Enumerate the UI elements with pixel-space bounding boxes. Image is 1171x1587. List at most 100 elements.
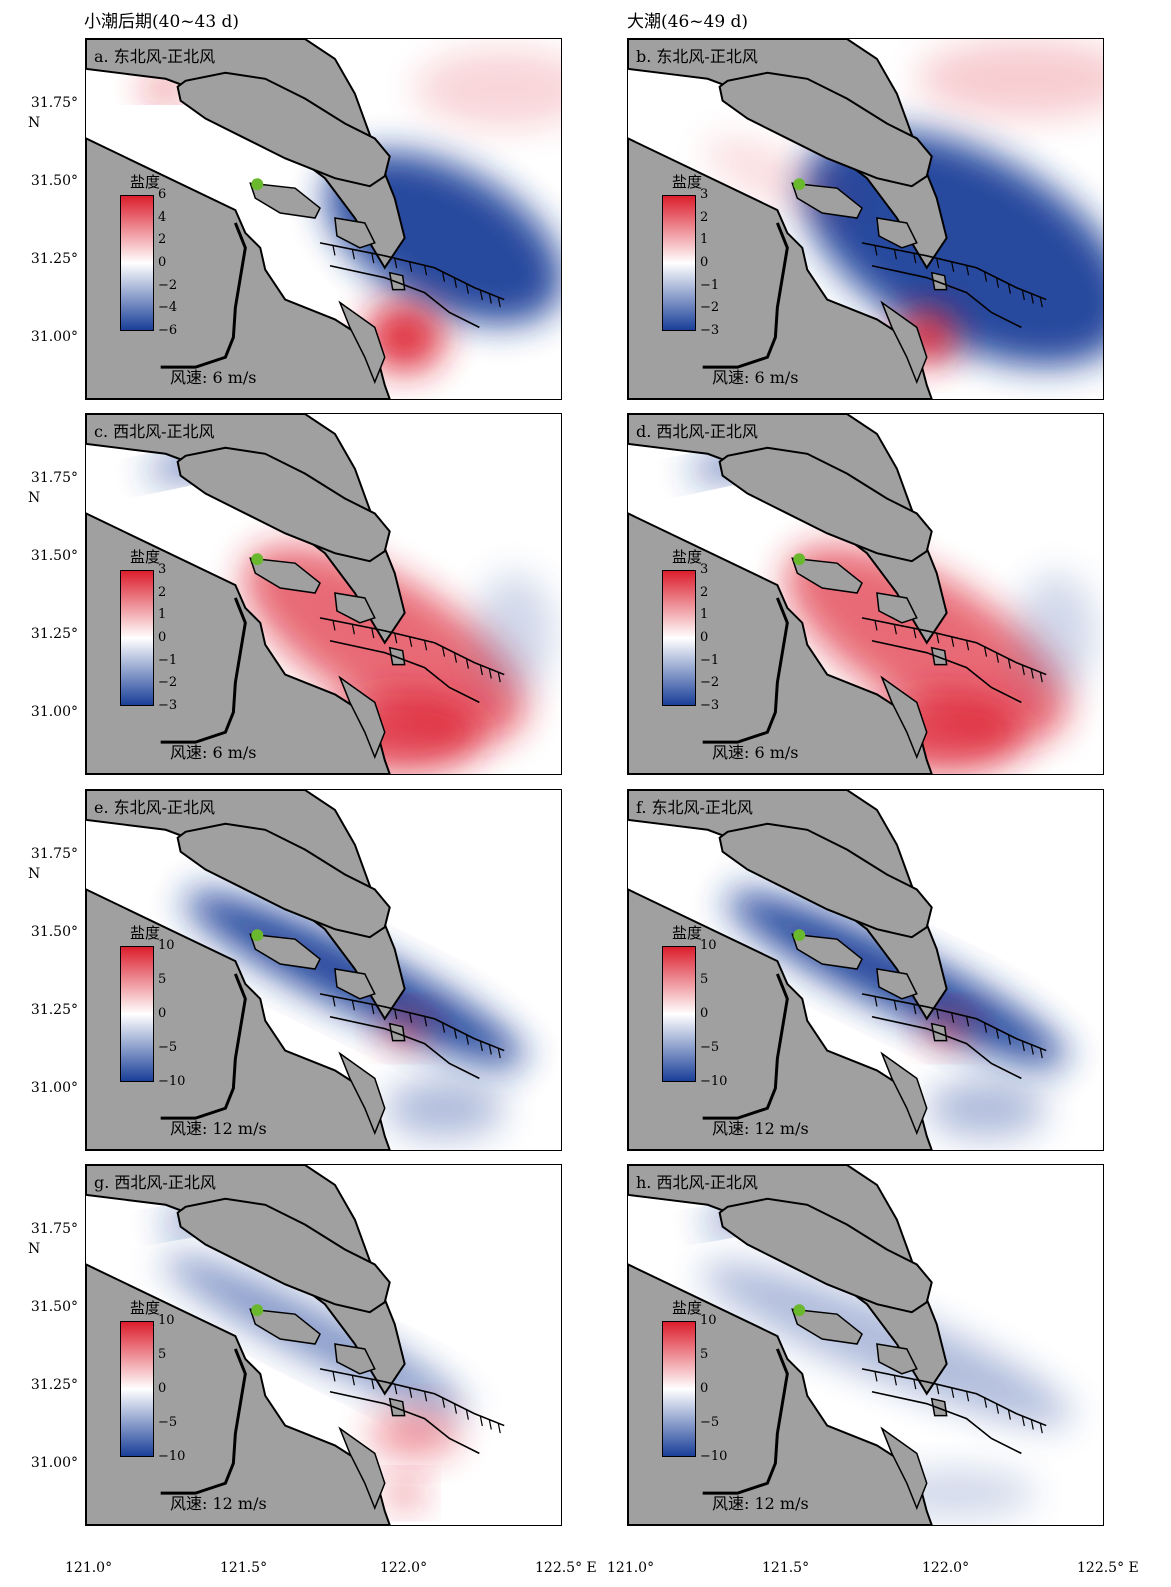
- colorbar-tick-label: −1: [700, 652, 720, 668]
- salinity-map: [628, 790, 1103, 1150]
- map-panel-c: c. 西北风-正北风 盐度 3 2 1 0 −1 −2 −3 风速: 6 m/s: [85, 413, 562, 775]
- colorbar-tick-label: −3: [700, 698, 720, 713]
- colorbar: [120, 946, 154, 1082]
- colorbar-tick-label: 1: [700, 232, 709, 248]
- colorbar-title: 盐度: [672, 1299, 703, 1317]
- x-tick-label: 122.0°: [922, 1560, 970, 1576]
- colorbar-title: 盐度: [130, 173, 161, 191]
- salinity-map: [628, 39, 1103, 399]
- y-unit-label: N: [28, 1241, 41, 1257]
- colorbar-tick-label: −6: [158, 323, 178, 338]
- y-tick-label: 31.25°: [30, 251, 78, 267]
- colorbar-tick-label: 0: [158, 1381, 167, 1396]
- y-tick-label: 31.00°: [30, 1080, 78, 1096]
- map-panel-g: g. 西北风-正北风 盐度 10 5 0 −5 −10 风速: 12 m/s: [85, 1164, 562, 1526]
- colorbar-title: 盐度: [672, 924, 703, 942]
- colorbar-tick-label: 3: [700, 562, 709, 577]
- colorbar-tick-label: 0: [700, 1006, 709, 1021]
- colorbar-tick-label: 5: [158, 1347, 167, 1362]
- colorbar-tick-label: 0: [158, 630, 167, 645]
- colorbar-tick-label: −2: [700, 675, 720, 691]
- map-panel-e: e. 东北风-正北风 盐度 10 5 0 −5 −10 风速: 12 m/s: [85, 789, 562, 1151]
- colorbar-tick-label: 0: [158, 1006, 167, 1021]
- colorbar-tick-label: −2: [700, 300, 720, 316]
- colorbar-tick-label: 4: [158, 209, 167, 225]
- colorbar-tick-label: 5: [700, 972, 709, 987]
- salinity-map: [86, 790, 561, 1150]
- panel-label: a. 东北风-正北风: [94, 47, 216, 66]
- colorbar-title: 盐度: [130, 548, 161, 566]
- wind-speed-label: 风速: 6 m/s: [170, 743, 257, 762]
- colorbar-tick-label: −10: [158, 1449, 186, 1464]
- y-tick-label: 31.25°: [30, 1002, 78, 1018]
- wind-speed-label: 风速: 6 m/s: [170, 368, 257, 387]
- colorbar-tick-label: −2: [158, 277, 178, 293]
- y-tick-label: 31.50°: [30, 548, 78, 564]
- colorbar-tick-label: −4: [158, 300, 178, 316]
- y-tick-label: 31.25°: [30, 1377, 78, 1393]
- y-unit-label: N: [28, 490, 41, 506]
- x-tick-label: 121.5°: [220, 1560, 268, 1576]
- y-unit-label: N: [28, 866, 41, 882]
- colorbar-tick-label: 0: [700, 630, 709, 645]
- colorbar-tick-label: 10: [158, 938, 175, 953]
- y-tick-label: 31.75°: [30, 1221, 78, 1237]
- colorbar: [662, 570, 696, 706]
- wind-speed-label: 风速: 12 m/s: [712, 1494, 809, 1513]
- colorbar-tick-label: 2: [158, 584, 167, 600]
- panel-label: g. 西北风-正北风: [94, 1173, 216, 1192]
- salinity-map: [86, 1165, 561, 1525]
- wind-speed-label: 风速: 6 m/s: [712, 368, 799, 387]
- colorbar: [120, 195, 154, 331]
- colorbar: [662, 195, 696, 331]
- y-tick-label: 31.50°: [30, 1299, 78, 1315]
- wind-speed-label: 风速: 12 m/s: [170, 1494, 267, 1513]
- colorbar-tick-label: 1: [158, 607, 167, 623]
- y-tick-label: 31.25°: [30, 626, 78, 642]
- x-tick-label: 121.0°: [607, 1560, 655, 1576]
- colorbar-tick-label: −10: [700, 1074, 728, 1089]
- colorbar-tick-label: −5: [700, 1415, 720, 1430]
- y-unit-label: N: [28, 115, 41, 131]
- colorbar-tick-label: −10: [700, 1449, 728, 1464]
- colorbar-tick-label: 3: [158, 562, 167, 577]
- colorbar: [662, 946, 696, 1082]
- colorbar-tick-label: 0: [158, 255, 167, 270]
- colorbar: [120, 570, 154, 706]
- column-title-spring: 大潮(46~49 d): [627, 12, 749, 32]
- colorbar-tick-label: −3: [700, 323, 720, 338]
- salinity-map: [86, 414, 561, 774]
- y-tick-label: 31.75°: [30, 95, 78, 111]
- colorbar-tick-label: 5: [158, 972, 167, 987]
- wind-speed-label: 风速: 12 m/s: [712, 1119, 809, 1138]
- colorbar-tick-label: 0: [700, 1381, 709, 1396]
- colorbar: [662, 1321, 696, 1457]
- x-tick-label: 122.0°: [380, 1560, 428, 1576]
- colorbar-tick-label: 10: [158, 1313, 175, 1328]
- salinity-map: [628, 1165, 1103, 1525]
- colorbar-tick-label: −10: [158, 1074, 186, 1089]
- colorbar-title: 盐度: [130, 1299, 161, 1317]
- colorbar-tick-label: −2: [158, 675, 178, 691]
- colorbar-tick-label: 3: [700, 187, 709, 202]
- y-tick-label: 31.00°: [30, 329, 78, 345]
- colorbar-tick-label: 10: [700, 1313, 717, 1328]
- colorbar-tick-label: −1: [700, 277, 720, 293]
- colorbar-title: 盐度: [130, 924, 161, 942]
- map-panel-d: d. 西北风-正北风 盐度 3 2 1 0 −1 −2 −3 风速: 6 m/s: [627, 413, 1104, 775]
- colorbar-tick-label: −5: [158, 1040, 178, 1055]
- panel-label: e. 东北风-正北风: [94, 798, 216, 817]
- wind-speed-label: 风速: 6 m/s: [712, 743, 799, 762]
- colorbar-tick-label: 6: [158, 187, 167, 202]
- colorbar-tick-label: −1: [158, 652, 178, 668]
- map-panel-h: h. 西北风-正北风 盐度 10 5 0 −5 −10 风速: 12 m/s: [627, 1164, 1104, 1526]
- colorbar-tick-label: 0: [700, 255, 709, 270]
- salinity-map: [86, 39, 561, 399]
- colorbar-title: 盐度: [672, 173, 703, 191]
- y-tick-label: 31.75°: [30, 470, 78, 486]
- y-tick-label: 31.75°: [30, 846, 78, 862]
- y-tick-label: 31.00°: [30, 1455, 78, 1471]
- colorbar-tick-label: 5: [700, 1347, 709, 1362]
- panel-label: c. 西北风-正北风: [94, 422, 215, 441]
- colorbar-tick-label: 1: [700, 607, 709, 623]
